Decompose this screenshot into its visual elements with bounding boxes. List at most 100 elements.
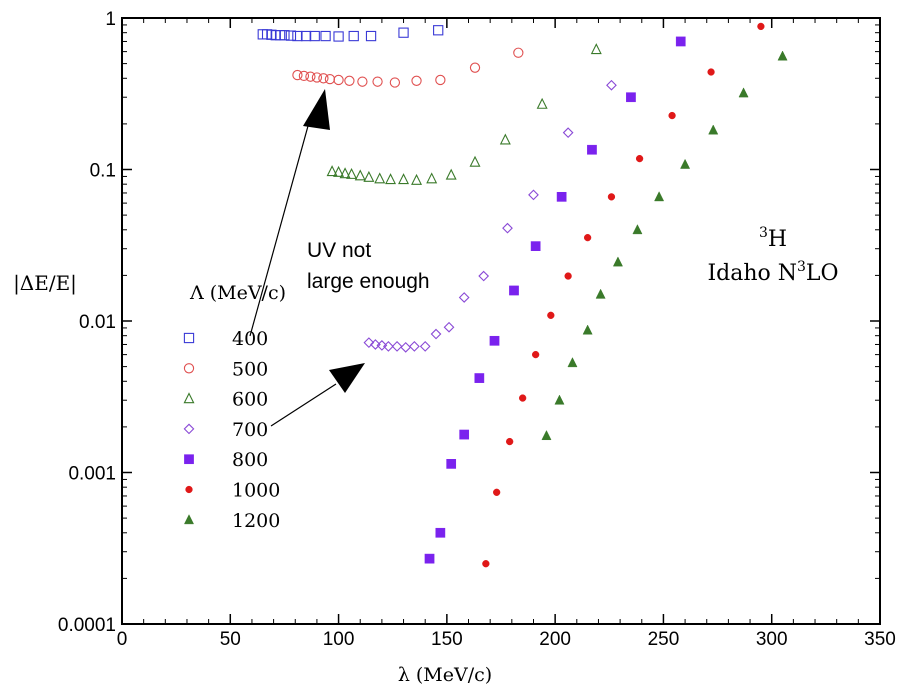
x-tick-label: 350 — [864, 629, 896, 650]
legend-marker — [183, 363, 195, 374]
data-point — [435, 74, 446, 86]
series-1200 — [541, 50, 788, 441]
legend-label: 400 — [232, 328, 268, 350]
data-point — [363, 337, 375, 348]
data-point — [446, 459, 457, 469]
data-point — [590, 43, 602, 55]
annotation-nucleus-label: 3H — [759, 225, 787, 252]
data-point — [433, 25, 444, 36]
plot-frame — [121, 17, 881, 625]
legend-entry-1000: 1000 — [185, 480, 280, 502]
data-point — [547, 311, 555, 319]
legend-marker — [183, 332, 195, 344]
series-700 — [363, 79, 617, 353]
data-point — [339, 167, 351, 179]
legend-marker — [183, 514, 195, 525]
data-point — [411, 75, 422, 86]
y-tick-label: 0.1 — [90, 161, 116, 182]
data-point — [389, 77, 401, 88]
data-point — [426, 172, 438, 184]
y-tick-label: 0.01 — [79, 312, 116, 333]
arrow-upper-head — [303, 89, 330, 130]
data-point — [333, 165, 345, 177]
data-point — [536, 97, 548, 109]
legend-marker — [183, 392, 195, 404]
data-point — [635, 154, 644, 163]
data-point — [493, 488, 501, 496]
legend-entry-700: 700 — [183, 419, 268, 441]
axis-ticks: 0 50 100 150 200 250 300 350 0.0001 0.001 0.01 0.1 1 — [58, 9, 896, 650]
data-point — [626, 92, 636, 103]
data-point — [300, 30, 312, 42]
x-tick-label: 300 — [756, 629, 788, 650]
arrows — [249, 89, 365, 427]
data-point — [376, 340, 388, 351]
x-tick-label: 250 — [648, 629, 680, 650]
x-tick-label: 0 — [117, 629, 128, 650]
annotation-uv-line2: large enough — [307, 270, 430, 293]
data-point — [519, 394, 527, 402]
legend-label: 1000 — [232, 480, 280, 502]
data-point — [587, 144, 597, 155]
data-point — [489, 335, 500, 346]
data-point — [482, 560, 490, 568]
data-point — [372, 76, 383, 87]
legend-title: Λ (MeV/c) — [189, 282, 286, 304]
data-point — [459, 429, 470, 440]
arrow-upper — [249, 125, 309, 337]
x-axis-label: λ (MeV/c) — [398, 664, 492, 686]
data-point — [311, 72, 323, 83]
data-point — [554, 394, 565, 405]
data-point — [502, 222, 513, 234]
data-point — [564, 272, 572, 280]
y-axis-label: |ΔE/E| — [13, 271, 77, 296]
annotation-uv-line1: UV not — [307, 239, 371, 262]
data-point — [668, 111, 676, 120]
x-tick-label: 50 — [220, 629, 241, 650]
data-point — [309, 30, 320, 42]
legend-label: 600 — [232, 389, 268, 411]
data-point — [680, 158, 691, 169]
data-point — [324, 73, 336, 85]
x-tick-label: 100 — [323, 629, 355, 650]
data-point — [435, 527, 446, 538]
data-point — [445, 168, 457, 180]
data-point — [363, 170, 375, 182]
data-point — [318, 73, 329, 84]
data-point — [279, 30, 290, 41]
data-point — [458, 292, 470, 303]
data-point — [606, 79, 617, 91]
data-point — [391, 340, 403, 352]
data-point — [370, 339, 381, 350]
data-point — [398, 173, 410, 185]
legend-entry-600: 600 — [183, 389, 268, 411]
data-point — [383, 340, 394, 352]
plot-border — [121, 17, 881, 625]
data-point — [562, 127, 574, 139]
data-point — [292, 30, 303, 42]
data-point — [595, 288, 606, 299]
data-point — [532, 350, 540, 359]
data-point — [398, 27, 409, 38]
data-point — [285, 30, 297, 41]
data-point — [348, 30, 359, 42]
legend-label: 500 — [232, 358, 268, 380]
y-tick-label: 1 — [105, 9, 116, 30]
data-point — [354, 169, 366, 181]
data-point — [777, 50, 788, 61]
legend-label: 1200 — [232, 510, 280, 532]
data-point — [469, 62, 481, 73]
data-point — [320, 30, 331, 42]
annotation-model-label: Idaho N3LO — [707, 259, 838, 286]
data-point — [411, 173, 423, 185]
data-point — [528, 189, 539, 201]
series-400 — [257, 25, 444, 42]
annotation-uv: UV not large enough — [307, 239, 430, 293]
data-point — [707, 68, 715, 76]
data-point — [499, 133, 511, 145]
x-tick-label: 200 — [539, 629, 571, 650]
series-800 — [424, 36, 686, 564]
data-point — [607, 193, 616, 201]
legend: Λ (MeV/c) 400 500 600 700 800 1000 1200 — [183, 282, 286, 532]
